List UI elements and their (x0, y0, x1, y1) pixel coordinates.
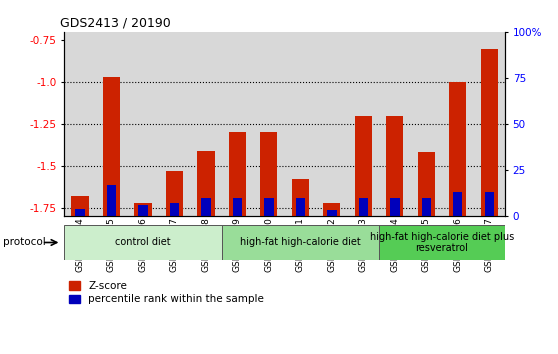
Bar (158, 32, 190, 216)
Bar (138, 205, 148, 216)
Bar (75, 209, 85, 216)
Bar (348, 32, 379, 216)
Bar (474, 32, 505, 216)
Bar (253, 32, 285, 216)
Bar (107, 185, 116, 216)
Bar (296, 198, 305, 216)
Bar (64, 32, 95, 216)
Bar (292, 179, 309, 216)
Bar (170, 203, 179, 216)
Bar (222, 225, 379, 260)
Bar (359, 198, 368, 216)
Bar (229, 132, 246, 216)
Bar (390, 198, 400, 216)
Bar (233, 198, 242, 216)
Text: GDS2413 / 20190: GDS2413 / 20190 (60, 16, 171, 29)
Text: protocol: protocol (3, 238, 46, 247)
Bar (442, 32, 474, 216)
Bar (71, 196, 89, 216)
Bar (327, 210, 336, 216)
Bar (201, 198, 210, 216)
Bar (411, 32, 442, 216)
Text: control diet: control diet (115, 238, 171, 247)
Bar (480, 48, 498, 216)
Bar (103, 77, 120, 216)
Bar (417, 152, 435, 216)
Bar (453, 192, 463, 216)
Bar (264, 198, 273, 216)
Bar (134, 202, 152, 216)
Bar (386, 115, 403, 216)
Bar (484, 192, 494, 216)
Bar (421, 198, 431, 216)
Bar (197, 151, 214, 216)
Text: high-fat high-calorie diet: high-fat high-calorie diet (240, 238, 360, 247)
Bar (95, 32, 127, 216)
Bar (222, 32, 253, 216)
Text: high-fat high-calorie diet plus
resveratrol: high-fat high-calorie diet plus resverat… (370, 232, 514, 253)
Bar (379, 225, 505, 260)
Bar (127, 32, 158, 216)
Bar (379, 32, 411, 216)
Bar (260, 132, 277, 216)
Bar (190, 32, 222, 216)
Bar (449, 82, 466, 216)
Bar (316, 32, 348, 216)
Bar (355, 115, 372, 216)
Bar (64, 225, 222, 260)
Legend: Z-score, percentile rank within the sample: Z-score, percentile rank within the samp… (69, 281, 264, 304)
Bar (323, 202, 340, 216)
Bar (166, 171, 183, 216)
Bar (285, 32, 316, 216)
